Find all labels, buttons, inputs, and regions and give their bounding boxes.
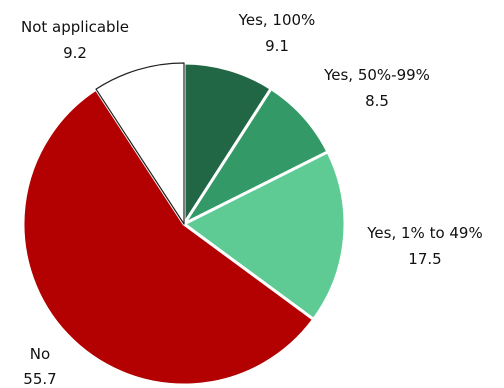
pie-labels: Yes, 100% 9.1 Yes, 50%-99% 8.5 Yes, 1% t… xyxy=(21,11,483,388)
slice-value-yes-100: 9.1 xyxy=(265,37,289,55)
slice-label-yes-1-49: Yes, 1% to 49% xyxy=(366,224,482,242)
slice-label-yes-100: Yes, 100% xyxy=(238,11,316,29)
pie-slice-yes-100 xyxy=(182,61,273,226)
pie-slice-yes-50-99 xyxy=(182,87,330,226)
pie-slices xyxy=(21,61,347,387)
pie-slice-not-applicable xyxy=(95,62,185,225)
pie-slice-no xyxy=(21,87,316,387)
slice-label-no: No xyxy=(30,345,50,363)
pie-slice-yes-1-49 xyxy=(182,150,347,321)
slice-value-yes-1-49: 17.5 xyxy=(408,250,441,268)
slice-value-yes-50-99: 8.5 xyxy=(365,92,389,110)
slice-label-yes-50-99: Yes, 50%-99% xyxy=(323,66,430,84)
slice-value-no: 55.7 xyxy=(23,370,56,388)
slice-value-not-applicable: 9.2 xyxy=(63,44,87,62)
slice-label-not-applicable: Not applicable xyxy=(21,18,129,36)
